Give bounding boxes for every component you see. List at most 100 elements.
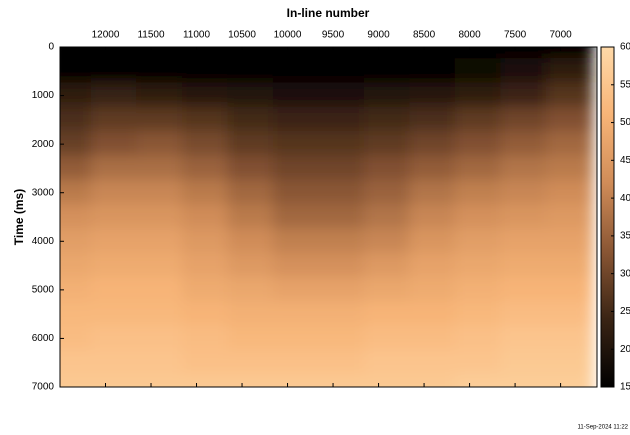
cell	[500, 180, 548, 206]
cell	[500, 228, 548, 254]
cell	[318, 350, 366, 376]
cell	[455, 228, 503, 254]
cell	[91, 107, 139, 133]
cell	[227, 107, 275, 133]
y-tick-label: 1000	[32, 90, 55, 101]
cell	[45, 301, 93, 327]
cell	[182, 82, 230, 108]
colorbar-tick-label: 25	[620, 306, 630, 317]
cell	[364, 204, 412, 230]
cell	[500, 277, 548, 303]
cell	[455, 301, 503, 327]
cell	[546, 228, 594, 254]
cell	[182, 204, 230, 230]
cell	[182, 325, 230, 351]
cell	[546, 252, 594, 278]
x-tick-label: 10000	[274, 30, 302, 41]
cell	[91, 228, 139, 254]
cell	[91, 325, 139, 351]
cell	[227, 58, 275, 84]
heatmap-cells	[45, 34, 593, 400]
cell	[273, 131, 321, 157]
cell	[318, 325, 366, 351]
cell	[227, 82, 275, 108]
cell	[318, 131, 366, 157]
cell	[273, 277, 321, 303]
cell	[136, 277, 184, 303]
heatmap	[45, 34, 593, 400]
cell	[409, 252, 457, 278]
cell	[45, 350, 93, 376]
x-tick-label: 7500	[504, 30, 527, 41]
cell	[136, 204, 184, 230]
cell	[136, 350, 184, 376]
colorbar-tick-label: 20	[620, 344, 630, 355]
y-tick-label: 5000	[32, 284, 55, 295]
cell	[500, 107, 548, 133]
cell	[91, 252, 139, 278]
cell	[364, 228, 412, 254]
cell	[455, 350, 503, 376]
cell	[546, 131, 594, 157]
cell	[455, 277, 503, 303]
cell	[91, 277, 139, 303]
cell	[45, 204, 93, 230]
colorbar-tick-label: 40	[620, 193, 630, 204]
cell	[409, 228, 457, 254]
cell	[500, 131, 548, 157]
cell	[409, 82, 457, 108]
cell	[273, 252, 321, 278]
cell	[500, 301, 548, 327]
cell	[500, 325, 548, 351]
cell	[318, 155, 366, 181]
cell	[318, 82, 366, 108]
cell	[91, 155, 139, 181]
colorbar-tick-label: 50	[620, 117, 630, 128]
colorbar-tick-label: 60	[620, 42, 630, 53]
cell	[136, 228, 184, 254]
cell	[455, 155, 503, 181]
cell	[546, 155, 594, 181]
cell	[273, 155, 321, 181]
colorbar-tick-label: 15	[620, 382, 630, 393]
cell	[546, 277, 594, 303]
cell	[364, 252, 412, 278]
cell	[364, 131, 412, 157]
cell	[318, 58, 366, 84]
cell	[273, 204, 321, 230]
x-tick-label: 8000	[458, 30, 481, 41]
cell	[409, 107, 457, 133]
cell	[546, 350, 594, 376]
cell	[136, 252, 184, 278]
cell	[455, 107, 503, 133]
cell	[500, 82, 548, 108]
cell	[136, 82, 184, 108]
cell	[500, 204, 548, 230]
x-tick-label: 8500	[413, 30, 436, 41]
cell	[227, 228, 275, 254]
cell	[318, 180, 366, 206]
cell	[500, 58, 548, 84]
cell	[91, 82, 139, 108]
cell	[364, 277, 412, 303]
cell	[91, 180, 139, 206]
cell	[500, 252, 548, 278]
cell	[273, 82, 321, 108]
cell	[91, 131, 139, 157]
cell	[182, 301, 230, 327]
cell	[455, 82, 503, 108]
cell	[136, 131, 184, 157]
cell	[182, 252, 230, 278]
y-axis-label: Time (ms)	[12, 189, 26, 245]
cell	[227, 204, 275, 230]
cell	[318, 277, 366, 303]
x-axis-label: In-line number	[287, 6, 370, 20]
cell	[273, 58, 321, 84]
cell	[409, 155, 457, 181]
y-tick-label: 3000	[32, 187, 55, 198]
cell	[455, 252, 503, 278]
cell	[136, 325, 184, 351]
cell	[45, 107, 93, 133]
cell	[182, 228, 230, 254]
cell	[273, 350, 321, 376]
